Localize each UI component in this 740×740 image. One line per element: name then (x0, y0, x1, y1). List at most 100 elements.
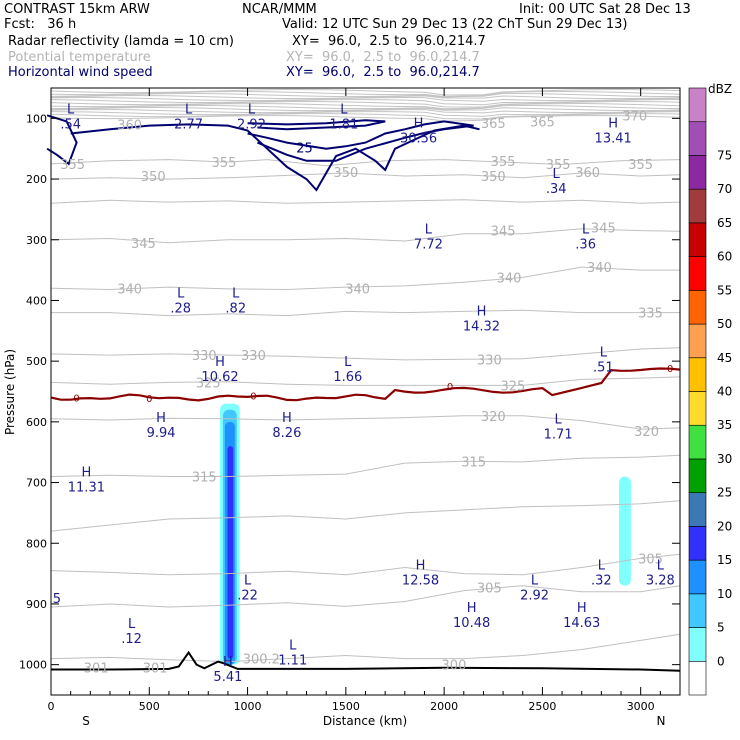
theta-label: 355 (546, 158, 571, 173)
colorbar-label: 35 (717, 418, 732, 432)
theta-isoline (50, 585, 681, 608)
theta-label: 305 (477, 582, 502, 597)
colorbar-box (688, 87, 707, 123)
field-name-theta: Potential temperature (8, 50, 151, 65)
theta-isoline-upper (50, 100, 681, 108)
theta-isoline (50, 199, 681, 204)
extremum-value: 8.26 (272, 426, 301, 441)
theta-isoline (50, 376, 681, 386)
colorbar-label: 25 (717, 486, 732, 500)
x-axis-title: Distance (km) (323, 714, 407, 728)
extremum-value: 10.48 (453, 616, 490, 631)
theta-isoline-upper (50, 108, 681, 114)
forecast-hour: Fcst: 36 h (4, 17, 77, 32)
extremum-value: 5.41 (213, 670, 242, 685)
y-tick-label: 500 (26, 355, 47, 368)
extremum-letter: L (289, 638, 297, 653)
theta-label: 301 (143, 662, 168, 677)
freezing-level-label: 0 (73, 394, 79, 405)
colorbar-box (688, 492, 707, 527)
theta-label: 335 (638, 307, 663, 322)
wind-contour (247, 119, 386, 131)
model-title: CONTRAST 15km ARW (4, 2, 150, 17)
colorbar-label: 0 (717, 654, 725, 668)
extremum-value: 1.71 (544, 428, 573, 443)
theta-label: 345 (591, 222, 616, 237)
extremum-value: 14.32 (463, 320, 500, 335)
extremum-letter: L (185, 102, 193, 117)
colorbar-label: 30 (717, 452, 732, 466)
theta-label: 360 (575, 166, 600, 181)
colorbar-label: 60 (717, 250, 732, 264)
x-tick-label: 0 (48, 700, 55, 713)
extremum-value: 1.11 (278, 653, 307, 668)
extremum-value: .54 (60, 117, 81, 132)
theta-isoline-upper (50, 92, 680, 98)
extremum-value: .28 (170, 301, 191, 316)
extremum-letter: H (477, 305, 487, 320)
extremum-value: .34 (546, 182, 567, 197)
theta-isoline (50, 266, 680, 291)
colorbar-box (688, 121, 707, 156)
y-tick-label: 900 (26, 598, 47, 611)
theta-isoline (50, 172, 681, 180)
theta-isoline (50, 159, 681, 167)
colorbar-box (688, 627, 707, 662)
extremum-value: 1.66 (333, 370, 362, 385)
colorbar-label: 50 (717, 317, 732, 331)
extremum-value: 2.77 (174, 117, 203, 132)
theta-isoline (50, 633, 681, 663)
theta-isoline-upper (50, 115, 681, 122)
extremum-letter: H (608, 116, 618, 131)
theta-label: 300 (442, 659, 467, 674)
center-title: NCAR/MMM (242, 2, 317, 17)
extremum-letter: L (340, 102, 348, 117)
freezing-level-line (50, 367, 681, 402)
extremum-value: 14.63 (563, 616, 600, 631)
field-name-wind: Horizontal wind speed (8, 65, 153, 80)
extremum-letter: H (416, 558, 426, 573)
y-tick-label: 100 (26, 112, 47, 125)
theta-label: 325 (501, 379, 526, 394)
extremum-value: 2.92 (237, 117, 266, 132)
freezing-level-label: 0 (447, 382, 453, 393)
extremum-letter: L (657, 558, 665, 573)
colorbar-box (688, 155, 707, 190)
theta-label: 325 (196, 376, 221, 391)
theta-isoline-upper (50, 96, 681, 102)
theta-label: 315 (461, 455, 486, 470)
theta-isoline-upper (50, 113, 681, 120)
theta-label: 340 (497, 271, 522, 286)
theta-label: 350 (141, 170, 166, 185)
y-tick-label: 300 (26, 234, 47, 247)
reflectivity-region (227, 446, 234, 659)
theta-label: 360 (117, 118, 142, 133)
field-xy-reflectivity: XY= 96.0, 2.5 to 96.0,214.7 (292, 34, 486, 49)
extremum-letter: H (467, 601, 477, 616)
x-tick-label: 3000 (627, 700, 655, 713)
theta-label: 305 (638, 552, 663, 567)
y-tick-label: 800 (26, 537, 47, 550)
theta-isoline-upper (50, 90, 681, 98)
extremum-letter: H (81, 465, 91, 480)
y-tick-label: 1000 (19, 659, 47, 672)
theta-isoline-upper (50, 102, 681, 110)
extremum-letter: L (598, 558, 606, 573)
theta-label: 355 (628, 158, 653, 173)
freezing-level-label: 0 (250, 392, 256, 403)
theta-label: 330 (192, 349, 217, 364)
theta-label: 300.2 (243, 653, 280, 668)
theta-label: 365 (530, 115, 555, 130)
theta-label: 330 (241, 349, 266, 364)
x-tick-label: 2500 (528, 700, 556, 713)
colorbar-box (688, 357, 707, 392)
extremum-value: 3.28 (646, 573, 675, 588)
wind-contour (46, 114, 78, 166)
extremum-value: 13.41 (595, 131, 632, 146)
wind-contour (70, 123, 480, 192)
terrain-line (51, 650, 681, 672)
theta-label: 330 (477, 353, 502, 368)
theta-isoline-upper (50, 111, 681, 117)
extremum-letter: L (128, 617, 136, 632)
extremum-letter: L (555, 413, 563, 428)
